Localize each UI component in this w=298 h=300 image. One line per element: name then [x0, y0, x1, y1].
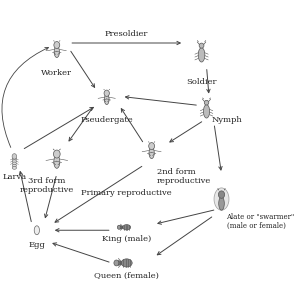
- Text: 3rd form
reproductive: 3rd form reproductive: [20, 177, 74, 194]
- Text: Presoldier: Presoldier: [105, 30, 148, 38]
- Ellipse shape: [12, 158, 16, 160]
- Ellipse shape: [54, 46, 59, 58]
- Text: Queen (female): Queen (female): [94, 272, 159, 280]
- Circle shape: [149, 142, 155, 150]
- Ellipse shape: [12, 162, 16, 165]
- Circle shape: [117, 225, 121, 229]
- Ellipse shape: [34, 226, 39, 235]
- Text: Primary reproductive: Primary reproductive: [81, 189, 172, 197]
- Ellipse shape: [121, 259, 132, 267]
- Circle shape: [104, 90, 109, 96]
- Circle shape: [53, 150, 60, 158]
- Text: King (male): King (male): [102, 235, 151, 243]
- Text: Pseudergate: Pseudergate: [80, 116, 133, 124]
- Ellipse shape: [120, 226, 122, 229]
- Ellipse shape: [54, 155, 60, 168]
- Circle shape: [54, 42, 60, 49]
- Text: Nymph: Nymph: [212, 116, 242, 124]
- Ellipse shape: [204, 105, 209, 118]
- Ellipse shape: [198, 48, 205, 62]
- Ellipse shape: [104, 94, 109, 105]
- Ellipse shape: [204, 100, 209, 105]
- Text: 2nd form
reproductive: 2nd form reproductive: [157, 168, 211, 185]
- Ellipse shape: [117, 261, 121, 265]
- Ellipse shape: [12, 164, 16, 167]
- Circle shape: [12, 154, 17, 159]
- Text: Soldier: Soldier: [186, 78, 217, 86]
- Text: Alate or "swarmer"
(male or female): Alate or "swarmer" (male or female): [226, 213, 295, 230]
- Ellipse shape: [123, 225, 131, 230]
- Ellipse shape: [199, 43, 204, 48]
- Ellipse shape: [149, 147, 154, 159]
- Text: Worker: Worker: [41, 69, 72, 77]
- Circle shape: [114, 260, 119, 266]
- Text: Egg: Egg: [28, 241, 45, 249]
- Ellipse shape: [214, 188, 229, 210]
- Circle shape: [218, 191, 225, 198]
- Text: Larva: Larva: [2, 173, 27, 181]
- Ellipse shape: [219, 197, 224, 210]
- Ellipse shape: [12, 160, 16, 163]
- Ellipse shape: [12, 167, 16, 169]
